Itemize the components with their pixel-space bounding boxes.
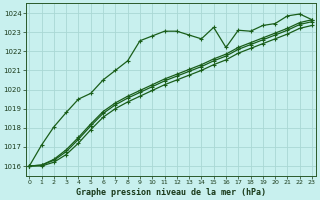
- X-axis label: Graphe pression niveau de la mer (hPa): Graphe pression niveau de la mer (hPa): [76, 188, 266, 197]
